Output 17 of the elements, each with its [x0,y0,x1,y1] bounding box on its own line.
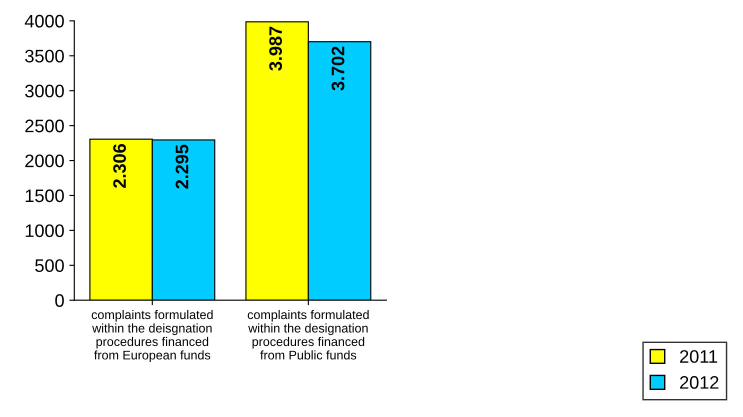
y-tick-label: 1500 [26,189,64,202]
legend-label: 2012 [680,376,718,389]
y-tick-label: 3500 [25,50,64,62]
y-tick-label: 4000 [24,14,64,28]
y-tick-label: 0 [55,294,64,307]
data-label: 2.295 [176,144,188,189]
data-label: 3.702 [332,46,344,91]
data-label: 2.306 [113,144,126,188]
y-tick-label: 2000 [25,154,64,168]
data-label: 3.987 [269,26,282,71]
y-tick-label: 500 [35,259,64,272]
y-tick-label: 3000 [25,84,64,98]
y-tick-label: 1000 [26,224,64,238]
legend-label: 2011 [680,350,718,363]
x-tick-label: complaints formulated within the designation procedures financed from Public funds [248,310,369,360]
x-tick-label: complaints formulated within the deisgnation procedures financed from European funds [92,310,213,362]
y-tick-label: 2500 [25,120,64,132]
